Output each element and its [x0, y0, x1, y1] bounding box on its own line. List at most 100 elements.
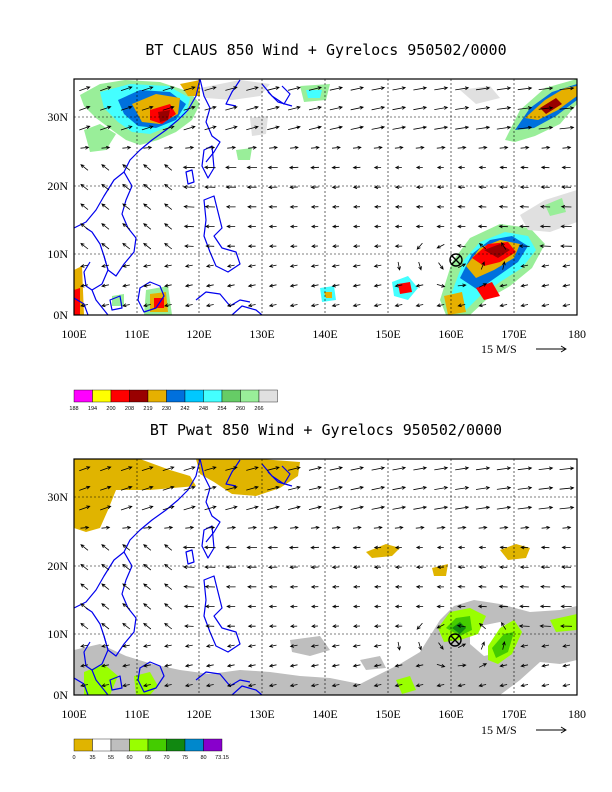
wind-arrow [371, 466, 386, 471]
lat-label: 10N [47, 627, 68, 641]
wind-arrow [246, 565, 257, 570]
wind-arrow [183, 224, 194, 229]
wind-arrow [455, 86, 470, 91]
wind-arrow [415, 663, 424, 668]
wind-arrow [183, 485, 196, 491]
wind-arrow [560, 624, 573, 628]
wind-arrow [352, 545, 361, 550]
wind-arrow [226, 604, 236, 609]
colorbar-label: 75 [182, 755, 188, 761]
wind-arrow [182, 545, 195, 550]
wind-arrow [561, 165, 571, 170]
wind-arrow [350, 125, 364, 130]
wind-arrow [204, 505, 217, 511]
wind-arrow [538, 505, 554, 510]
wind-arrow [79, 86, 91, 92]
wind-arrow [456, 624, 466, 628]
wind-arrow [434, 106, 449, 110]
wind-arrow [122, 164, 131, 171]
wind-arrow [141, 485, 154, 491]
wind-vectors [79, 86, 575, 308]
wind-arrow [225, 165, 237, 170]
wind-arrow [101, 583, 110, 590]
wind-arrow [540, 545, 550, 550]
wind-arrow [164, 183, 173, 191]
colorbar-swatch [203, 738, 223, 752]
wind-arrow [436, 185, 444, 190]
wind-arrow [247, 283, 256, 288]
vector-scale-arrow [536, 726, 567, 734]
wind-arrow [496, 106, 512, 110]
wind-arrow [539, 624, 551, 628]
wind-arrow [308, 125, 323, 130]
wind-arrow [436, 145, 446, 150]
wind-arrow [289, 663, 298, 668]
wind-arrow [520, 545, 529, 550]
wind-arrow [226, 303, 235, 308]
lon-label: 150E [375, 707, 400, 721]
wind-arrow [122, 183, 131, 191]
wind-arrow [397, 261, 401, 271]
wind-arrow [331, 663, 340, 668]
wind-arrow [143, 223, 152, 230]
colorbar-label: 242 [180, 406, 189, 412]
wind-arrow [415, 303, 424, 308]
wind-arrow [246, 505, 259, 511]
wind-arrow [540, 584, 551, 589]
wind-arrow [308, 86, 323, 91]
colorbar-label: 70 [163, 755, 169, 761]
wind-arrow [122, 544, 131, 551]
wind-arrow [80, 563, 89, 571]
colorbar-label: 248 [199, 406, 208, 412]
wind-arrow [101, 183, 110, 191]
wind-arrow [331, 264, 340, 268]
colorbar-swatch [258, 389, 278, 403]
wind-arrow [519, 565, 529, 570]
wind-arrow [163, 283, 172, 288]
wind-arrow [475, 466, 491, 471]
wind-arrow [246, 125, 259, 131]
wind-arrow [288, 505, 301, 510]
wind-arrow [203, 165, 216, 170]
wind-arrow [350, 466, 364, 471]
wind-arrow [80, 583, 89, 590]
wind-arrow [352, 283, 361, 288]
wind-arrow [499, 303, 508, 308]
colorbar-swatch [129, 738, 149, 752]
wind-arrow [162, 125, 175, 131]
wind-arrow [268, 244, 277, 249]
wind-arrow [122, 283, 130, 288]
wind-arrow [269, 145, 279, 150]
wind-arrow [455, 125, 470, 130]
coastlines [74, 459, 293, 695]
wind-arrow [288, 545, 299, 550]
wind-arrow [394, 303, 403, 308]
graticule [74, 459, 577, 695]
wind-arrow [436, 165, 444, 170]
wind-arrow [164, 583, 173, 590]
wind-arrow [101, 683, 109, 688]
panel-title: BT Pwat 850 Wind + Gyrelocs 950502/0000 [150, 421, 502, 439]
wind-arrow [246, 185, 257, 190]
wind-arrow [478, 145, 488, 150]
wind-arrow [331, 303, 340, 308]
wind-arrow [164, 525, 174, 530]
wind-arrow [308, 105, 322, 111]
colorbar-swatch [184, 389, 204, 403]
wind-arrow [247, 204, 257, 209]
wind-arrow [352, 565, 361, 570]
wind-arrow [80, 283, 88, 288]
wind-arrow [205, 244, 215, 249]
wind-arrow [288, 86, 301, 91]
wind-arrow [268, 683, 277, 688]
wind-arrow [457, 303, 466, 308]
wind-arrow [394, 244, 403, 249]
colorbar-label: 60 [126, 755, 132, 761]
wind-arrow [560, 584, 572, 589]
wind-arrow [80, 544, 89, 551]
wind-arrow [267, 565, 278, 570]
wind-arrow [143, 563, 152, 571]
wind-arrow [373, 584, 381, 589]
wind-arrow [141, 505, 154, 511]
wind-arrow [268, 264, 277, 268]
